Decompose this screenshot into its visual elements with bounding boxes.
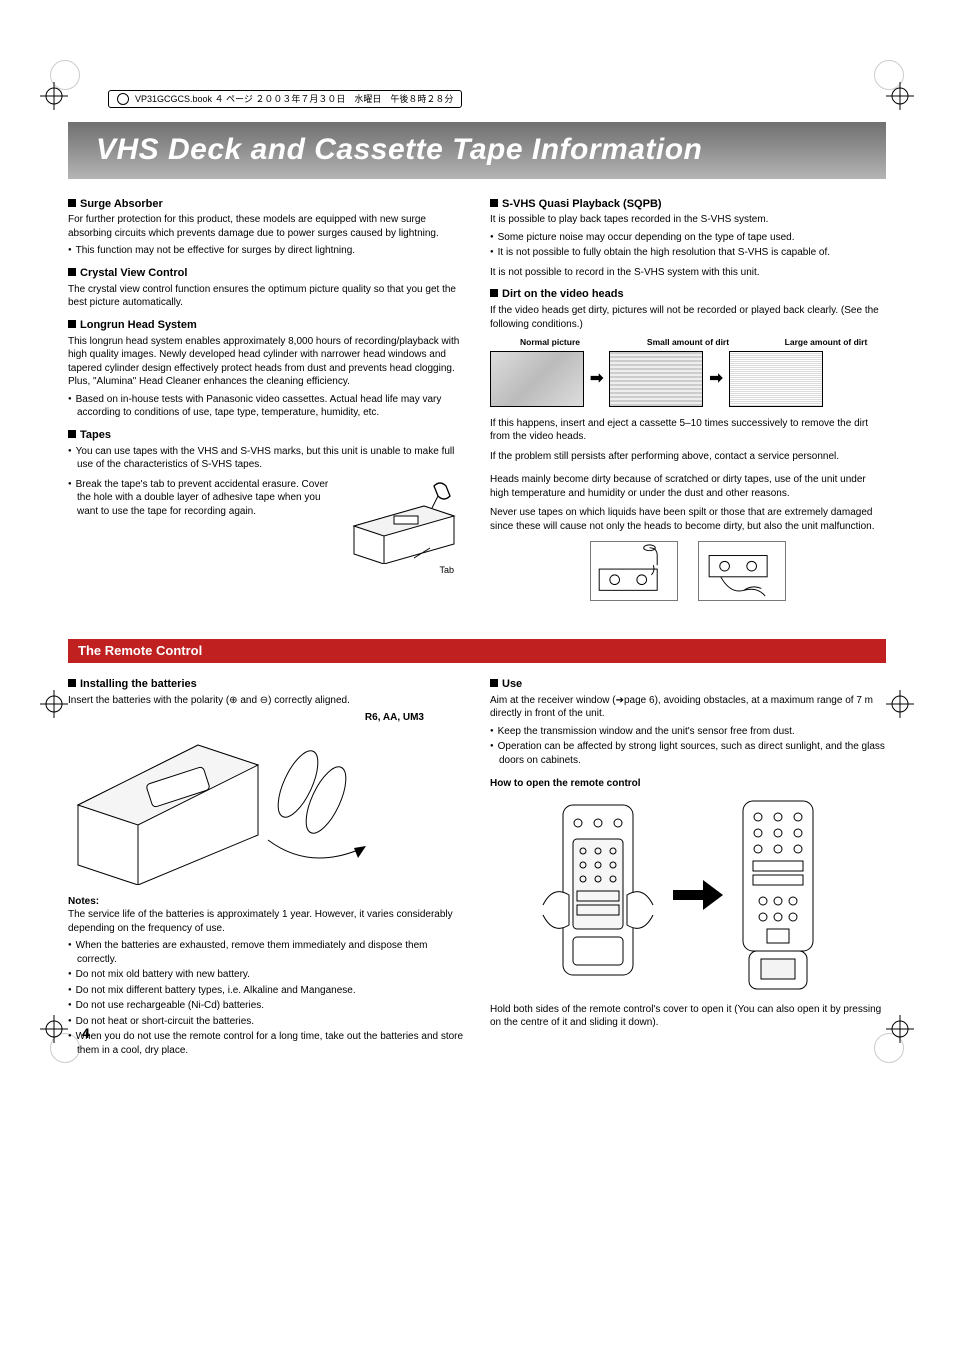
label-normal: Normal picture [490, 337, 610, 348]
tab-label: Tab [344, 564, 464, 576]
page-number: 4 [82, 1024, 90, 1043]
bullet-item: Operation can be affected by strong ligh… [490, 740, 886, 767]
bullet-list: You can use tapes with the VHS and S-VHS… [68, 445, 464, 472]
warning-illustrations [490, 541, 886, 601]
spilt-liquid-icon [590, 541, 678, 601]
heading-longrun: Longrun Head System [68, 318, 464, 333]
body-text: This longrun head system enables approxi… [68, 335, 464, 389]
swirl-icon [117, 93, 129, 105]
body-text: Never use tapes on which liquids have be… [490, 506, 886, 533]
heading-tapes: Tapes [68, 428, 464, 443]
crop-mark-icon [40, 690, 68, 718]
arrow-right-icon: ➡ [590, 368, 603, 390]
bullet-item: Break the tape's tab to prevent accident… [68, 478, 336, 519]
crop-mark-icon [40, 1015, 68, 1043]
large-dirt-picture-icon [729, 351, 823, 407]
tape-row: Break the tape's tab to prevent accident… [68, 478, 464, 576]
left-column: Surge Absorber For further protection fo… [68, 189, 464, 612]
arrow-right-icon [673, 880, 723, 910]
bullet-item: Keep the transmission window and the uni… [490, 725, 886, 739]
manual-page: VP31GCGCS.book ４ ページ ２００３年７月３０日 水曜日 午後８時… [0, 0, 954, 1123]
heading-surge: Surge Absorber [68, 197, 464, 212]
body-text: It is not possible to record in the S-VH… [490, 266, 886, 280]
bullet-item: Do not mix different battery types, i.e.… [68, 984, 464, 998]
bullet-item: Based on in-house tests with Panasonic v… [68, 393, 464, 420]
bullet-item: Do not mix old battery with new battery. [68, 968, 464, 982]
bullet-item: This function may not be effective for s… [68, 244, 464, 258]
remote-open-illustration [523, 795, 853, 995]
cassette-illustration: Tab [344, 478, 464, 576]
body-text: If the video heads get dirty, pictures w… [490, 304, 886, 331]
crop-mark-icon [40, 82, 68, 110]
remote-columns: Installing the batteries Insert the batt… [68, 669, 886, 1063]
bullet-list: Based on in-house tests with Panasonic v… [68, 393, 464, 420]
label-small: Small amount of dirt [628, 337, 748, 348]
right-column: S-VHS Quasi Playback (SQPB) It is possib… [490, 189, 886, 612]
normal-picture-icon [490, 351, 584, 407]
bullet-item: When you do not use the remote control f… [68, 1030, 464, 1057]
section-bar-remote: The Remote Control [68, 639, 886, 663]
body-text: The service life of the batteries is app… [68, 908, 464, 935]
label-large: Large amount of dirt [766, 337, 886, 348]
heading-crystal: Crystal View Control [68, 266, 464, 281]
bullet-list: Keep the transmission window and the uni… [490, 725, 886, 768]
bullet-list: When the batteries are exhausted, remove… [68, 939, 464, 1057]
small-dirt-picture-icon [609, 351, 703, 407]
body-text: For further protection for this product,… [68, 213, 464, 240]
heading-dirt: Dirt on the video heads [490, 287, 886, 302]
crop-mark-icon [886, 82, 914, 110]
bullet-item: When the batteries are exhausted, remove… [68, 939, 464, 966]
bullet-item: It is not possible to fully obtain the h… [490, 246, 886, 260]
body-text: Hold both sides of the remote control's … [490, 1003, 886, 1030]
battery-install-illustration [68, 725, 398, 885]
damaged-tape-icon [698, 541, 786, 601]
body-text: Aim at the receiver window (➔page 6), av… [490, 694, 886, 721]
remote-left-column: Installing the batteries Insert the batt… [68, 669, 464, 1063]
battery-type-label: R6, AA, UM3 [68, 711, 464, 725]
heading-install-batteries: Installing the batteries [68, 677, 464, 692]
body-text: It is possible to play back tapes record… [490, 213, 886, 227]
bullet-list: This function may not be effective for s… [68, 244, 464, 258]
bullet-list: Break the tape's tab to prevent accident… [68, 478, 336, 521]
heading-use: Use [490, 677, 886, 692]
body-text: If the problem still persists after perf… [490, 450, 886, 464]
body-text: The crystal view control function ensure… [68, 283, 464, 310]
bullet-item: You can use tapes with the VHS and S-VHS… [68, 445, 464, 472]
bullet-item: Some picture noise may occur depending o… [490, 231, 886, 245]
crop-mark-icon [886, 1015, 914, 1043]
bullet-list: Some picture noise may occur depending o… [490, 231, 886, 260]
body-text: Heads mainly become dirty because of scr… [490, 473, 886, 500]
arrow-right-icon: ➡ [709, 368, 722, 390]
file-header-text: VP31GCGCS.book ４ ページ ２００３年７月３０日 水曜日 午後８時… [135, 93, 453, 105]
body-text: Insert the batteries with the polarity (… [68, 694, 464, 708]
file-header-strip: VP31GCGCS.book ４ ページ ２００３年７月３０日 水曜日 午後８時… [108, 90, 462, 108]
bullet-item: Do not heat or short-circuit the batteri… [68, 1015, 464, 1029]
upper-columns: Surge Absorber For further protection fo… [68, 189, 886, 612]
notes-title: Notes: [68, 895, 464, 909]
picture-row: ➡ ➡ [490, 351, 886, 407]
heading-sqpb: S-VHS Quasi Playback (SQPB) [490, 197, 886, 212]
bullet-item: Do not use rechargeable (Ni-Cd) batterie… [68, 999, 464, 1013]
page-title: VHS Deck and Cassette Tape Information [68, 122, 886, 179]
crop-mark-icon [886, 690, 914, 718]
how-to-open-title: How to open the remote control [490, 777, 886, 791]
remote-right-column: Use Aim at the receiver window (➔page 6)… [490, 669, 886, 1063]
picture-labels: Normal picture Small amount of dirt Larg… [490, 337, 886, 348]
body-text: If this happens, insert and eject a cass… [490, 417, 886, 444]
